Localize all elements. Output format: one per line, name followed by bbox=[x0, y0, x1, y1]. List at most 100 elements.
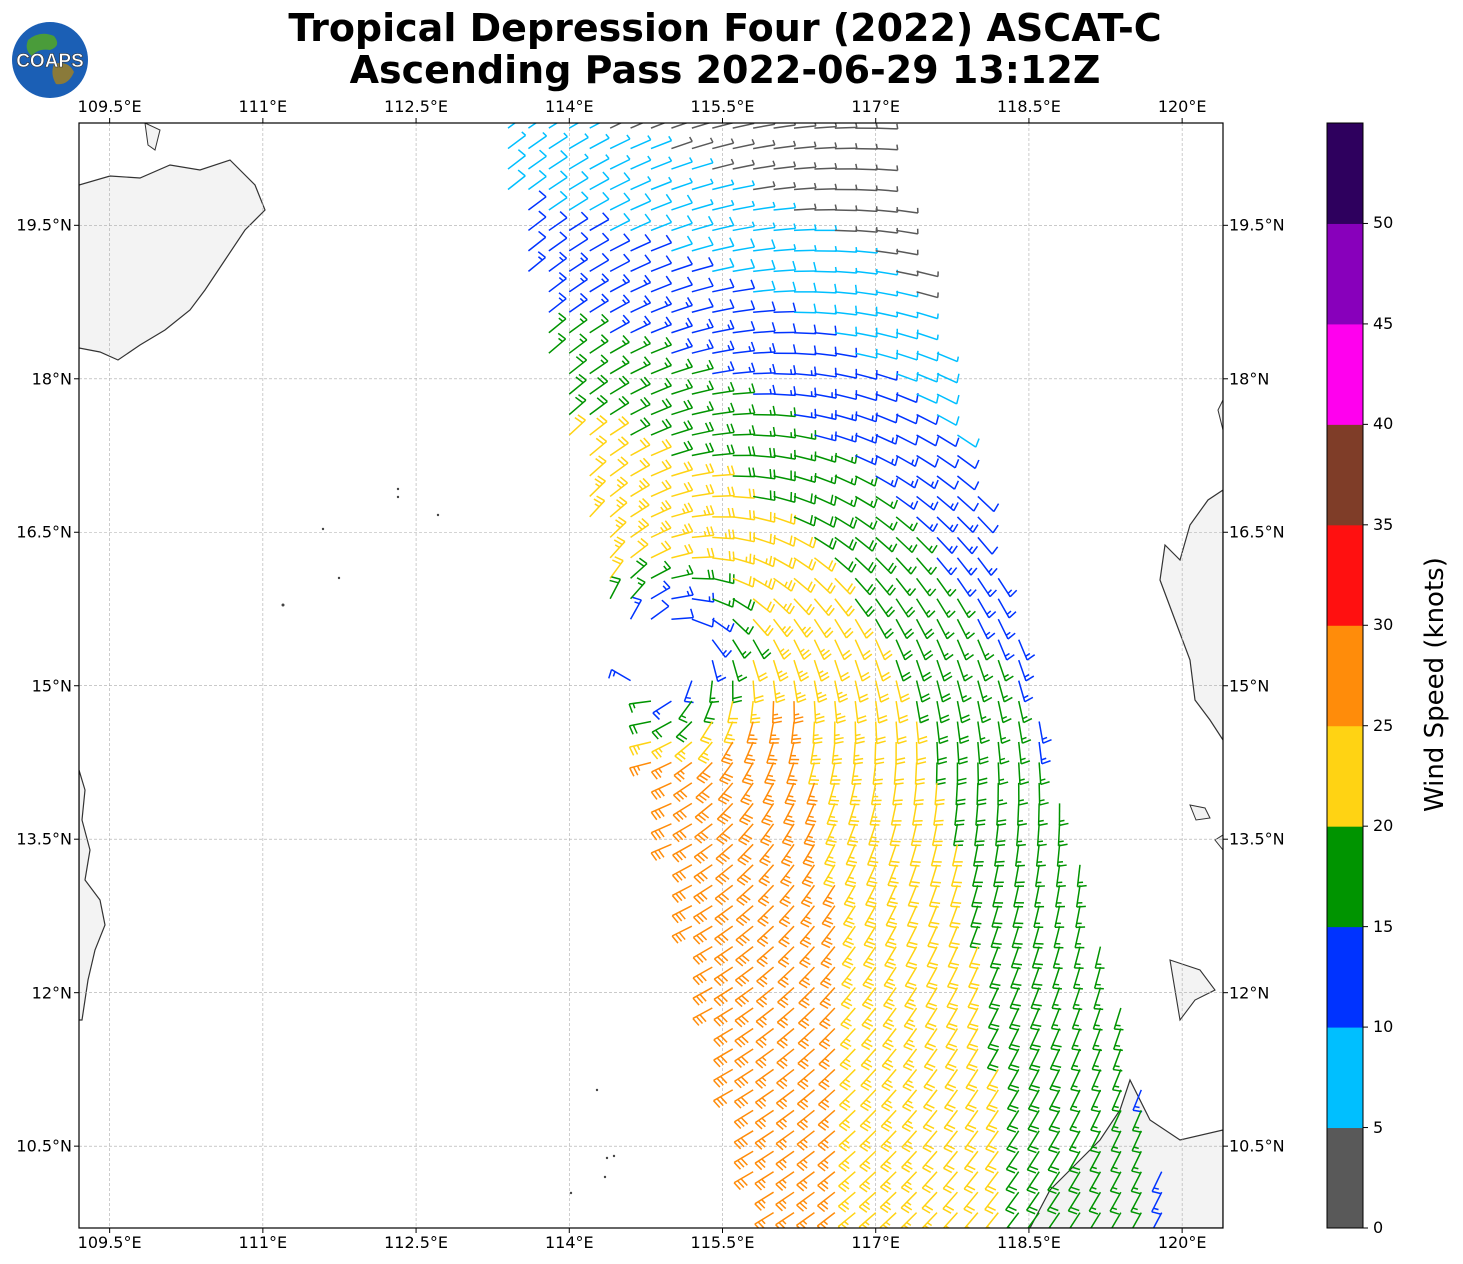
wind-barb bbox=[609, 273, 631, 293]
wind-barb bbox=[946, 966, 959, 990]
wind-barb bbox=[671, 523, 694, 539]
wind-barb bbox=[916, 413, 940, 426]
wind-barb bbox=[883, 987, 897, 1010]
wind-barb bbox=[1009, 987, 1021, 1011]
wind-barb bbox=[1091, 1048, 1102, 1072]
wind-barb bbox=[888, 844, 900, 867]
wind-barb bbox=[854, 639, 873, 661]
wind-barb bbox=[975, 803, 986, 827]
wind-barb bbox=[754, 1150, 774, 1171]
wind-barb bbox=[650, 500, 672, 518]
wind-barb bbox=[942, 1171, 959, 1194]
wind-barb bbox=[754, 1130, 774, 1150]
wind-barb bbox=[630, 335, 651, 354]
wind-barb bbox=[1018, 659, 1035, 682]
wind-barb bbox=[568, 313, 588, 334]
wind-barb bbox=[630, 437, 651, 457]
colorbar-segment bbox=[1327, 123, 1363, 224]
wind-barb bbox=[1017, 680, 1034, 703]
wind-barb bbox=[733, 1150, 754, 1170]
wind-barb bbox=[875, 495, 899, 510]
wind-barb bbox=[949, 905, 961, 929]
wind-barb bbox=[895, 516, 918, 532]
wind-barb bbox=[629, 596, 643, 620]
wind-barb bbox=[1038, 762, 1050, 786]
wind-barb bbox=[955, 782, 966, 806]
land-palawan bbox=[1029, 1078, 1223, 1228]
wind-barb bbox=[548, 123, 559, 129]
wind-barb bbox=[834, 680, 849, 703]
wind-barb bbox=[1007, 1069, 1020, 1092]
wind-barb bbox=[589, 374, 609, 395]
wind-barb bbox=[834, 516, 858, 530]
wind-barb bbox=[1094, 946, 1105, 969]
wind-barb bbox=[855, 391, 878, 402]
wind-barb bbox=[1068, 1171, 1081, 1195]
wind-barb bbox=[692, 945, 713, 965]
wind-barb bbox=[988, 987, 1000, 1011]
colorbar-segment bbox=[1327, 323, 1363, 425]
wind-barb bbox=[965, 1069, 979, 1092]
wind-barb bbox=[895, 721, 907, 745]
wind-barb bbox=[907, 884, 920, 908]
wind-barb bbox=[630, 233, 652, 252]
wind-barb bbox=[609, 253, 631, 273]
wind-barb bbox=[1070, 1069, 1081, 1093]
wind-barb bbox=[916, 536, 938, 554]
wind-barb bbox=[910, 823, 922, 847]
wind-barb bbox=[630, 518, 650, 538]
wind-barb bbox=[820, 946, 836, 969]
wind-barb bbox=[844, 864, 857, 888]
wind-barb bbox=[691, 318, 714, 334]
wind-barb bbox=[817, 1109, 836, 1131]
wind-barb bbox=[793, 557, 817, 571]
wind-barb bbox=[826, 803, 838, 827]
wind-barb bbox=[671, 379, 694, 395]
wind-barb bbox=[1047, 1150, 1061, 1174]
wind-barb bbox=[1029, 1028, 1041, 1052]
wind-barb bbox=[752, 533, 776, 545]
tick-label: 19.5°N bbox=[16, 215, 72, 235]
wind-barb bbox=[650, 418, 672, 436]
wind-barb bbox=[956, 680, 972, 703]
wind-barb bbox=[1013, 885, 1024, 908]
wind-barb bbox=[1093, 966, 1104, 990]
wind-barb bbox=[895, 700, 909, 724]
wind-barb bbox=[976, 782, 987, 806]
wind-barb bbox=[671, 608, 695, 620]
wind-barb bbox=[814, 494, 838, 507]
wind-barb bbox=[846, 823, 859, 847]
wind-barb bbox=[675, 721, 693, 743]
wind-barb bbox=[773, 428, 797, 439]
wind-barb bbox=[778, 925, 795, 948]
wind-barb bbox=[948, 925, 960, 949]
wind-barb bbox=[875, 290, 899, 297]
wind-barb bbox=[921, 1191, 938, 1214]
wind-barb bbox=[793, 162, 817, 170]
wind-barb bbox=[858, 1191, 877, 1213]
wind-barb bbox=[875, 311, 899, 318]
wind-barb bbox=[528, 123, 538, 129]
wind-barb bbox=[712, 465, 735, 477]
wind-barb bbox=[548, 190, 568, 211]
wind-barb bbox=[691, 442, 715, 457]
wind-barb bbox=[985, 1212, 999, 1228]
wind-barb bbox=[650, 823, 672, 841]
wind-barb bbox=[793, 182, 817, 191]
wind-barb bbox=[568, 292, 588, 313]
wind-barb bbox=[865, 864, 878, 888]
wind-barb bbox=[875, 557, 897, 575]
wind-barb bbox=[691, 277, 714, 293]
wind-barb bbox=[977, 659, 994, 682]
land-luzon bbox=[1159, 489, 1223, 742]
wind-barb bbox=[773, 491, 796, 503]
wind-barb bbox=[837, 1191, 856, 1213]
wind-barb bbox=[985, 1130, 999, 1154]
wind-barb bbox=[753, 322, 776, 334]
wind-barb bbox=[997, 680, 1013, 703]
wind-barb bbox=[609, 212, 631, 232]
wind-barb bbox=[799, 946, 815, 969]
wind-barb bbox=[781, 823, 795, 847]
wind-barb bbox=[1008, 1028, 1020, 1052]
wind-barb bbox=[752, 659, 768, 682]
